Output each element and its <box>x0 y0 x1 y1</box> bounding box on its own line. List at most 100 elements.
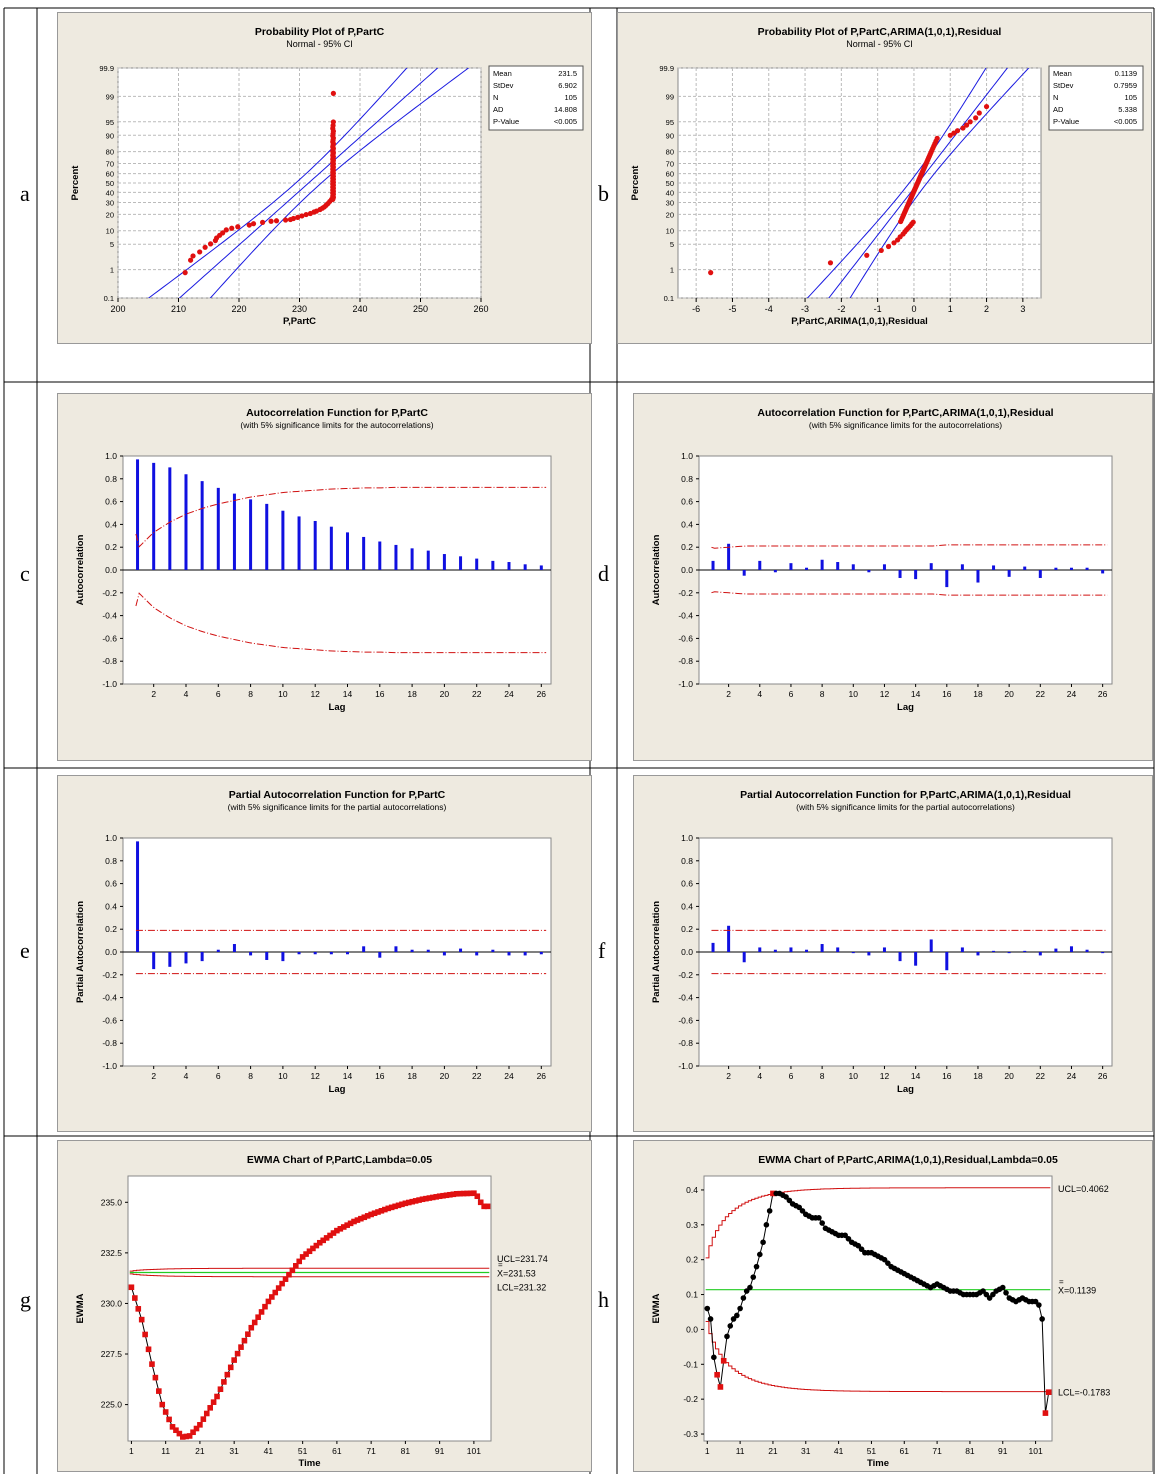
ewma-point-out <box>429 1194 436 1201</box>
y-tick-label: 60 <box>106 170 114 179</box>
y-tick-label: 1 <box>670 266 674 275</box>
ewma-point-out <box>293 1263 299 1269</box>
x-tick-label: 1 <box>705 1446 710 1456</box>
y-axis-label: Autocorrelation <box>651 534 662 605</box>
y-tick-label: 232.5 <box>101 1248 123 1258</box>
y-tick-label: 40 <box>666 188 674 197</box>
data-point <box>983 103 990 110</box>
y-tick-label: 99.9 <box>659 64 674 73</box>
y-tick-label: 5 <box>110 240 114 249</box>
ewma-point <box>757 1251 763 1258</box>
data-point <box>182 270 188 276</box>
chart-subtitle: (with 5% significance limits for the aut… <box>809 420 1002 430</box>
ucl-label: UCL=231.74 <box>497 1254 548 1264</box>
y-tick-label: 0.8 <box>681 474 693 484</box>
ewma-point-out <box>450 1191 457 1198</box>
y-tick-label: 99 <box>666 92 674 101</box>
y-axis-label: EWMA <box>75 1293 86 1323</box>
x-tick-label: 22 <box>472 689 482 699</box>
ewma-point-out <box>258 1309 265 1315</box>
ewma-point-out <box>720 1358 727 1364</box>
x-tick-label: 0 <box>911 304 916 314</box>
ewma-point-out <box>173 1427 179 1434</box>
ewma-point <box>783 1194 789 1200</box>
lcl-label: LCL=231.32 <box>497 1283 546 1293</box>
y-tick-label: -0.8 <box>678 1038 693 1048</box>
ewma-point-out <box>217 1386 224 1393</box>
x-tick-label: 8 <box>820 1071 825 1081</box>
y-tick-label: 1.0 <box>105 451 117 461</box>
ewma-point <box>796 1204 803 1211</box>
y-tick-label: 0.8 <box>105 474 117 484</box>
x-tick-label: 4 <box>184 1071 189 1081</box>
y-tick-label: -0.6 <box>678 1015 693 1025</box>
ewma-point-out <box>251 1319 258 1326</box>
ewma-point-out <box>474 1193 481 1200</box>
y-tick-label: -1.0 <box>678 679 693 689</box>
ewma-point-out <box>361 1214 368 1221</box>
data-point <box>202 244 208 250</box>
x-tick-label: 16 <box>375 689 385 699</box>
ewma-point <box>990 1291 996 1298</box>
data-point <box>330 90 336 96</box>
y-tick-label: 99 <box>106 92 114 101</box>
ewma-point <box>1039 1316 1045 1322</box>
stats-value: <0.005 <box>1114 117 1137 126</box>
chart-panel-h: EWMA Chart of P,PartC,ARIMA(1,0,1),Resid… <box>633 1140 1153 1472</box>
y-tick-label: -0.4 <box>678 993 693 1003</box>
ewma-point <box>845 1235 852 1242</box>
data-point <box>223 227 229 233</box>
ewma-point-out <box>460 1190 467 1197</box>
stats-box <box>1048 65 1144 131</box>
y-tick-label: 80 <box>666 148 674 157</box>
y-tick-label: 99.9 <box>99 64 114 73</box>
x-tick-label: 14 <box>911 1071 921 1081</box>
data-point <box>864 252 870 258</box>
chart-panel-g: EWMA Chart of P,PartC,Lambda=0.05 235.0 23… <box>57 1140 592 1472</box>
ewma-point-out <box>193 1425 200 1432</box>
ci-band-line <box>806 68 987 298</box>
ewma-point-out <box>289 1267 296 1274</box>
ewma-point-out <box>340 1224 347 1230</box>
x-tick-label: -5 <box>728 304 736 314</box>
x-tick-label: 101 <box>467 1446 481 1456</box>
x-tick-label: 71 <box>932 1446 942 1456</box>
ewma-point-out <box>303 1251 309 1257</box>
x-tick-label: 91 <box>998 1446 1008 1456</box>
ewma-point <box>727 1323 734 1329</box>
ucl-line <box>129 1267 490 1272</box>
y-tick-label: 30 <box>666 199 674 208</box>
y-tick-label: 0.1 <box>664 294 674 303</box>
data-point <box>963 122 970 128</box>
ewma-point <box>858 1246 865 1253</box>
y-axis-label: Partial Autocorrelation <box>75 901 86 1003</box>
ewma-point <box>980 1288 986 1294</box>
x-tick-label: 6 <box>789 1071 794 1081</box>
ewma-point-out <box>481 1203 487 1210</box>
stats-value: <0.005 <box>554 117 577 126</box>
x-tick-label: 18 <box>973 689 983 699</box>
y-tick-label: 0.0 <box>686 1324 698 1334</box>
chart-title: Autocorrelation Function for P,PartC <box>246 407 428 419</box>
ewma-point-out <box>286 1271 292 1278</box>
ewma-point-out <box>282 1276 289 1282</box>
ewma-point <box>740 1295 747 1301</box>
y-tick-label: -0.2 <box>102 588 117 598</box>
y-tick-label: 0.2 <box>681 924 693 934</box>
ewma-point-out <box>138 1316 145 1323</box>
x-tick-label: 31 <box>229 1446 239 1456</box>
x-tick-label: 41 <box>264 1446 274 1456</box>
ci-band-line <box>849 68 1030 298</box>
y-tick-label: 0.4 <box>105 901 117 911</box>
x-tick-label: 18 <box>973 1071 983 1081</box>
x-tick-label: 20 <box>1004 689 1014 699</box>
ewma-point <box>885 1260 891 1266</box>
x-tick-label: 4 <box>184 689 189 699</box>
stats-key: StDev <box>1053 81 1074 90</box>
y-tick-label: 1 <box>110 266 114 275</box>
ewma-point-out <box>406 1199 412 1206</box>
x-tick-label: 31 <box>801 1446 811 1456</box>
x-tick-label: 91 <box>435 1446 445 1456</box>
ewma-point-out <box>440 1192 446 1199</box>
